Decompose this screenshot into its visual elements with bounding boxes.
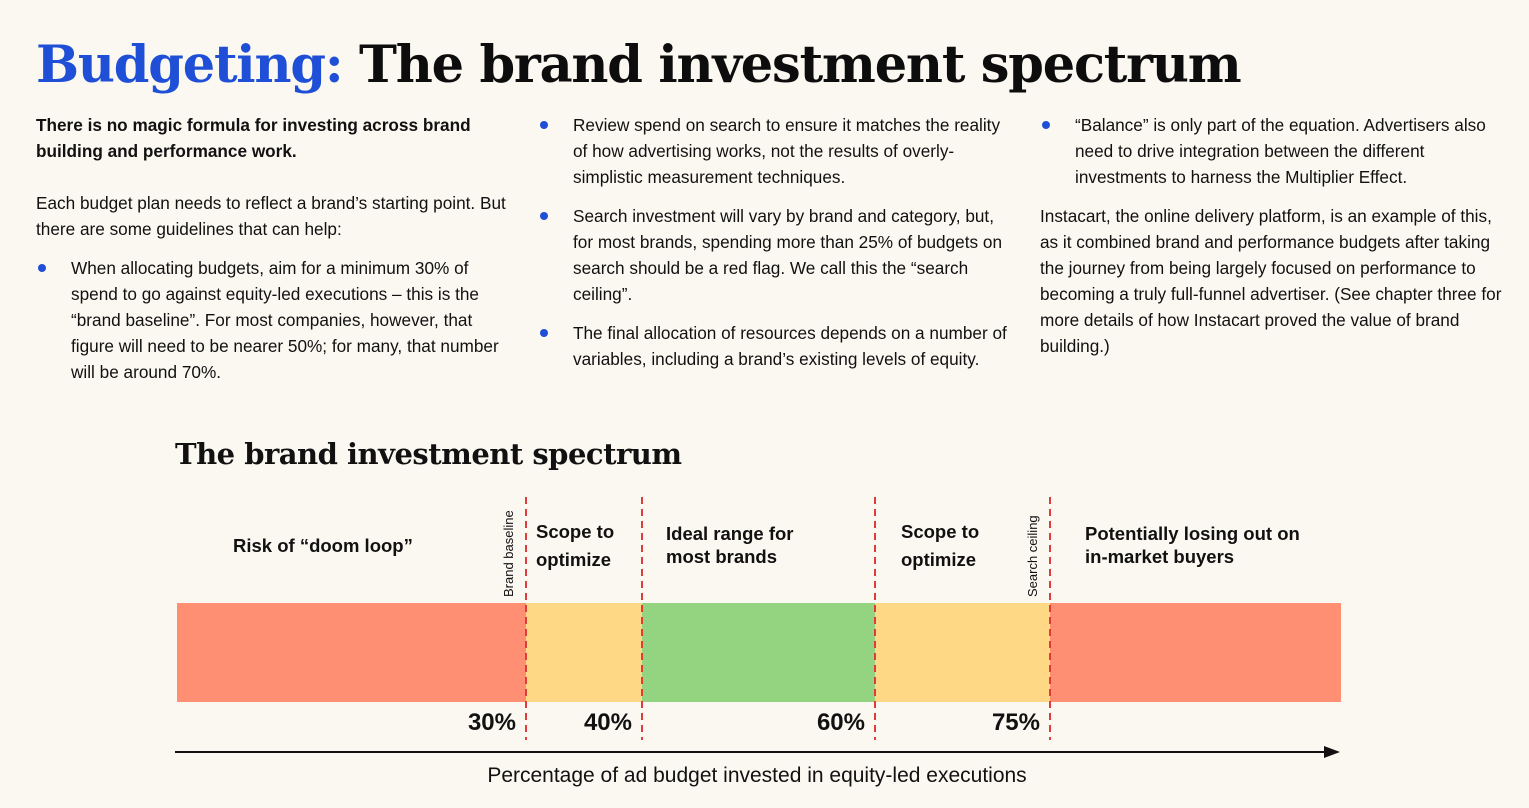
bullet-text: Search investment will vary by brand and… [573,206,1002,304]
bullet-text: When allocating budgets, aim for a minim… [71,258,499,382]
x-axis-label: Percentage of ad budget invested in equi… [487,764,1026,787]
instacart-paragraph: Instacart, the online delivery platform,… [1040,206,1502,356]
text-column-1: There is no magic formula for investing … [36,112,506,398]
zone-label-scope-to-optimize: Scope to optimize [901,521,979,570]
bullet-text: The final allocation of resources depend… [573,323,1007,369]
text-column-2: Review spend on search to ensure it matc… [538,112,1008,385]
bullet-item: When allocating budgets, aim for a minim… [36,255,506,385]
segment-bar-scope-to-optimize [526,603,642,702]
bullet-item: Search investment will vary by brand and… [538,203,1008,307]
text-column-3: “Balance” is only part of the equation. … [1040,112,1510,359]
segment-bar-scope-to-optimize [875,603,1050,702]
bullet-text: “Balance” is only part of the equation. … [1075,115,1486,187]
x-axis-arrow-icon [1324,746,1340,758]
marker-label-brand-baseline: Brand baseline [501,510,516,597]
bullet-dot-icon [540,329,548,337]
segment-bar-potentially-losing-out-on-in-market-buyers [1050,603,1341,702]
zone-label-ideal-range-for-most-brands: Ideal range for most brands [666,523,793,567]
bullet-dot-icon [540,121,548,129]
marker-label-search-ceiling: Search ceiling [1025,515,1040,597]
bullet-dot-icon [38,264,46,272]
lead-paragraph: There is no magic formula for investing … [36,115,471,161]
zone-label-risk-of-doom-loop: Risk of “doom loop” [233,535,413,556]
threshold-label-60: 60% [817,709,865,736]
threshold-label-75: 75% [992,709,1040,736]
page-title: Budgeting: The brand investment spectrum [36,30,1242,100]
intro-paragraph: Each budget plan needs to reflect a bran… [36,193,506,239]
segment-bar-risk-of-doom-loop [177,603,526,702]
zone-label-potentially-losing-out-on-in-market-buyers: Potentially losing out on in-market buyer… [1085,523,1300,567]
threshold-label-40: 40% [584,709,632,736]
bullet-item: “Balance” is only part of the equation. … [1040,112,1510,190]
threshold-label-30: 30% [468,709,516,736]
bullet-dot-icon [1042,121,1050,129]
bullet-item: The final allocation of resources depend… [538,320,1008,372]
title-main: The brand investment spectrum [359,35,1242,95]
zone-label-scope-to-optimize: Scope to optimize [536,521,614,570]
chart-title: The brand investment spectrum [175,437,682,471]
title-accent: Budgeting: [36,35,344,95]
bullet-text: Review spend on search to ensure it matc… [573,115,1001,187]
segment-bar-ideal-range-for-most-brands [642,603,875,702]
bullet-dot-icon [540,212,548,220]
bullet-item: Review spend on search to ensure it matc… [538,112,1008,190]
